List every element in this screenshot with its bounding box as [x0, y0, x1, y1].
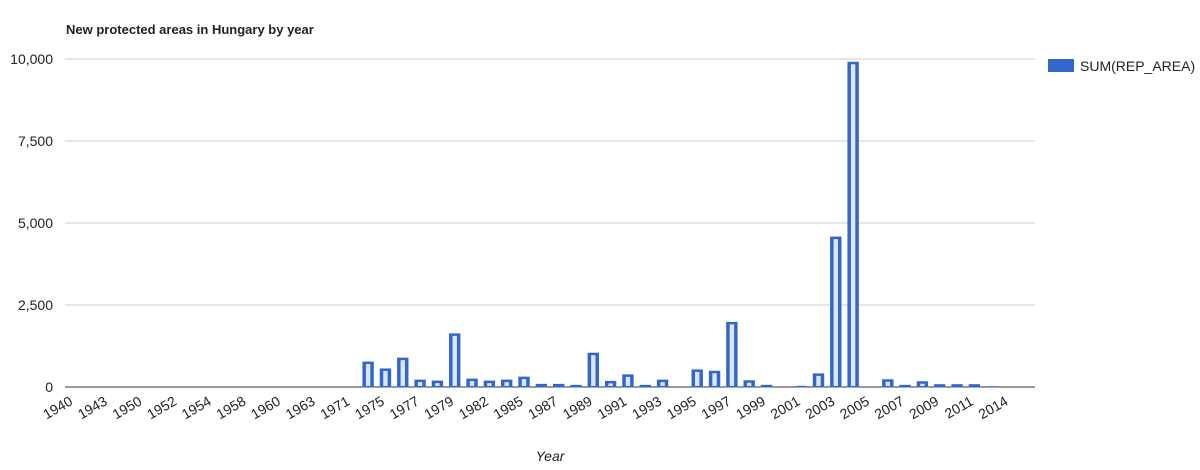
bar-highlight: [417, 382, 423, 386]
x-tick-label: 2001: [768, 393, 803, 423]
x-tick-label: 2003: [802, 393, 837, 423]
x-tick-label: 1989: [560, 393, 595, 423]
x-tick-label: 1971: [317, 393, 352, 423]
x-tick-label: 1963: [283, 393, 318, 423]
x-tick-label: 2005: [837, 393, 872, 423]
x-tick-label: 1960: [248, 393, 283, 423]
bar-highlight: [383, 370, 388, 386]
bar: [535, 383, 548, 388]
y-tick-label: 2,500: [18, 297, 53, 313]
bar-highlight: [591, 355, 596, 386]
x-tick-label: 2007: [872, 393, 907, 423]
bar-highlight: [608, 383, 613, 386]
x-tick-label: 1987: [525, 393, 560, 423]
bar-highlight: [816, 375, 821, 386]
y-tick-label: 7,500: [18, 133, 53, 149]
bar-highlight: [521, 379, 527, 386]
bar-highlight: [660, 382, 665, 386]
x-tick-label: 1950: [109, 393, 144, 423]
bar-highlight: [885, 381, 890, 386]
x-tick-label: 1958: [213, 393, 248, 423]
bar: [639, 384, 651, 388]
bar-highlight: [712, 373, 717, 386]
bar-highlight: [469, 381, 475, 386]
bar-highlight: [850, 64, 856, 386]
bar-highlight: [504, 382, 509, 386]
x-tick-label: 1993: [629, 393, 664, 423]
bar-highlight: [487, 383, 492, 386]
x-tick-label: 2009: [906, 393, 941, 423]
x-tick-label: 2011: [942, 393, 976, 422]
x-tick-label: 1977: [387, 393, 422, 423]
x-tick-label: 1997: [698, 393, 733, 423]
y-tick-label: 5,000: [18, 215, 53, 231]
bar-highlight: [747, 382, 752, 386]
x-tick-label: 1985: [491, 393, 526, 423]
bar-highlight: [435, 383, 440, 386]
legend-swatch: [1048, 59, 1074, 72]
bar-highlight: [625, 376, 631, 386]
x-tick-label: 2014: [976, 393, 1011, 423]
legend-label: SUM(REP_AREA): [1080, 58, 1195, 74]
x-tick-label: 1982: [456, 393, 491, 423]
bar: [552, 383, 565, 388]
x-tick-label: 1999: [733, 393, 768, 423]
bar: [934, 384, 946, 388]
bar-highlight: [452, 335, 457, 386]
bar: [795, 385, 807, 388]
x-tick-label: 1991: [594, 393, 629, 423]
bar: [570, 384, 582, 388]
bar: [899, 384, 911, 388]
x-tick-label: 1995: [664, 393, 699, 423]
bar-highlight: [833, 239, 838, 386]
bar: [760, 384, 773, 388]
bar-highlight: [365, 364, 371, 386]
x-tick-label: 1940: [40, 393, 75, 423]
x-tick-label: 1952: [144, 393, 179, 423]
y-tick-label: 0: [45, 379, 53, 395]
bar-highlight: [695, 371, 700, 386]
x-tick-label: 1975: [352, 393, 387, 423]
bar: [951, 384, 963, 388]
chart-title: New protected areas in Hungary by year: [66, 22, 314, 37]
y-tick-label: 10,000: [10, 51, 53, 67]
bar-highlight: [729, 324, 735, 386]
x-tick-label: 1943: [75, 393, 110, 423]
x-tick-label: 1954: [179, 393, 214, 423]
bar-highlight: [400, 360, 405, 386]
x-tick-label: 1979: [421, 393, 456, 423]
bar: [968, 384, 981, 388]
x-axis-title: Year: [536, 448, 566, 464]
bar-highlight: [920, 383, 925, 386]
